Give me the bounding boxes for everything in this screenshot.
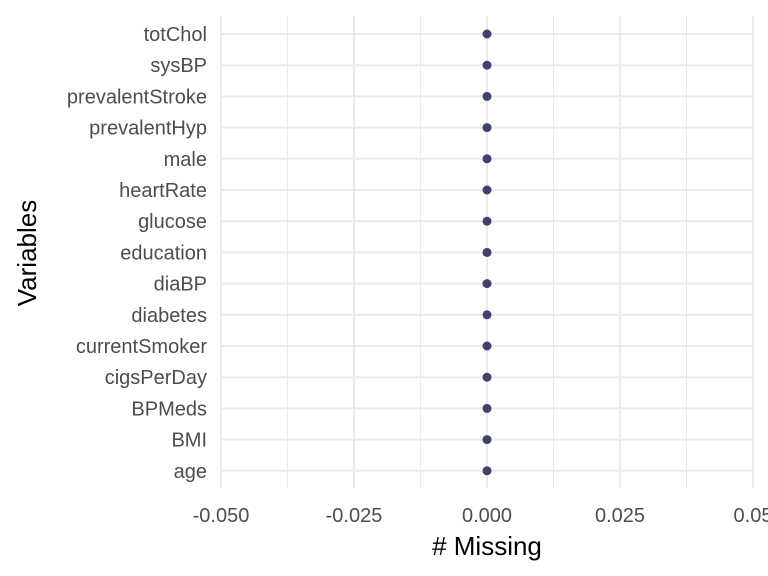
y-tick-label: male	[164, 149, 207, 171]
y-tick-label: heartRate	[119, 180, 207, 202]
x-tick-label: 0.05	[734, 505, 768, 527]
x-tick-label: 0.000	[462, 505, 512, 527]
data-point-diabetes	[482, 310, 492, 320]
x-tick-label: -0.025	[326, 505, 383, 527]
y-tick-label: prevalentHyp	[89, 118, 207, 140]
x-tick-label: 0.025	[595, 505, 645, 527]
y-tick-label: cigsPerDay	[105, 367, 207, 389]
y-tick-label: currentSmoker	[76, 336, 207, 358]
y-tick-label: diabetes	[131, 305, 207, 327]
data-point-BMI	[482, 435, 492, 445]
y-tick-label: BPMeds	[131, 398, 207, 420]
data-point-age	[482, 466, 492, 476]
data-point-sysBP	[482, 60, 492, 70]
x-axis-tick-labels: -0.050 -0.025 0.000 0.025 0.05	[193, 505, 768, 527]
y-tick-label: BMI	[171, 430, 207, 452]
data-point-BPMeds	[482, 403, 492, 413]
y-tick-label: prevalentStroke	[67, 86, 207, 108]
data-point-glucose	[482, 216, 492, 226]
data-point-male	[482, 154, 492, 164]
data-point-cigsPerDay	[482, 372, 492, 382]
data-point-education	[482, 247, 492, 257]
y-tick-label: age	[174, 461, 207, 483]
data-point-prevalentStroke	[482, 91, 492, 101]
y-axis-title: Variables	[12, 200, 42, 306]
data-point-totChol	[482, 29, 492, 39]
x-tick-label: -0.050	[193, 505, 250, 527]
data-point-currentSmoker	[482, 341, 492, 351]
y-tick-label: glucose	[138, 211, 207, 233]
y-axis-tick-labels: totChol sysBP prevalentStroke prevalentHyp m…	[67, 24, 207, 483]
y-tick-label: sysBP	[150, 55, 207, 77]
x-axis-title: # Missing	[432, 531, 542, 561]
data-point-diaBP	[482, 279, 492, 289]
y-tick-label: totChol	[144, 24, 207, 46]
data-point-prevalentHyp	[482, 123, 492, 133]
data-point-heartRate	[482, 185, 492, 195]
y-tick-label: education	[120, 242, 207, 264]
data-points	[482, 29, 492, 476]
y-tick-label: diaBP	[154, 274, 207, 296]
